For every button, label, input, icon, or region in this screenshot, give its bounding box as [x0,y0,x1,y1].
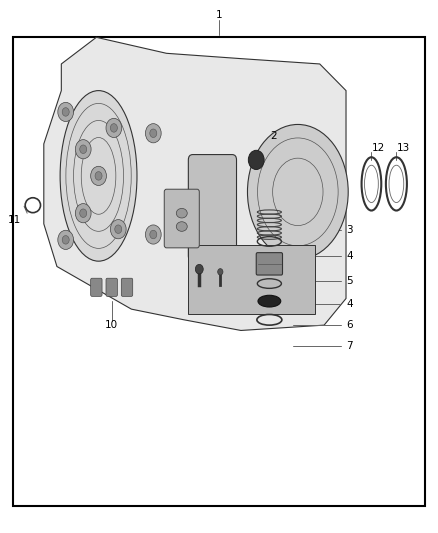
Ellipse shape [176,208,187,218]
Text: 4: 4 [346,299,353,309]
Text: 10: 10 [105,320,118,330]
FancyBboxPatch shape [164,189,199,248]
Circle shape [91,166,106,185]
Circle shape [75,204,91,223]
Text: 4: 4 [346,251,353,261]
Circle shape [218,269,223,275]
FancyBboxPatch shape [91,278,102,296]
Circle shape [62,108,69,116]
Circle shape [110,220,126,239]
Circle shape [106,118,122,138]
Circle shape [150,129,157,138]
Text: 1: 1 [215,10,223,20]
Circle shape [95,172,102,180]
Circle shape [145,124,161,143]
Text: 2: 2 [270,131,277,141]
Text: 11: 11 [8,215,21,225]
Circle shape [195,264,203,274]
Text: 9: 9 [196,300,203,310]
FancyBboxPatch shape [256,253,283,275]
Circle shape [58,230,74,249]
Text: 8: 8 [217,299,224,309]
Text: 7: 7 [346,342,353,351]
Circle shape [62,236,69,244]
Text: 12: 12 [371,143,385,153]
Circle shape [80,209,87,217]
Circle shape [150,230,157,239]
Circle shape [248,150,264,169]
FancyBboxPatch shape [106,278,117,296]
Ellipse shape [258,295,281,307]
Circle shape [145,225,161,244]
PathPatch shape [44,37,346,330]
FancyBboxPatch shape [188,155,237,261]
Text: 5: 5 [346,277,353,286]
FancyBboxPatch shape [188,245,315,314]
Text: 3: 3 [346,225,353,235]
Ellipse shape [176,222,187,231]
Text: 13: 13 [396,143,410,153]
Ellipse shape [247,124,348,260]
Circle shape [110,124,117,132]
Circle shape [58,102,74,122]
Circle shape [115,225,122,233]
Text: 6: 6 [346,320,353,330]
Circle shape [80,145,87,154]
Ellipse shape [60,91,137,261]
FancyBboxPatch shape [121,278,133,296]
Circle shape [75,140,91,159]
